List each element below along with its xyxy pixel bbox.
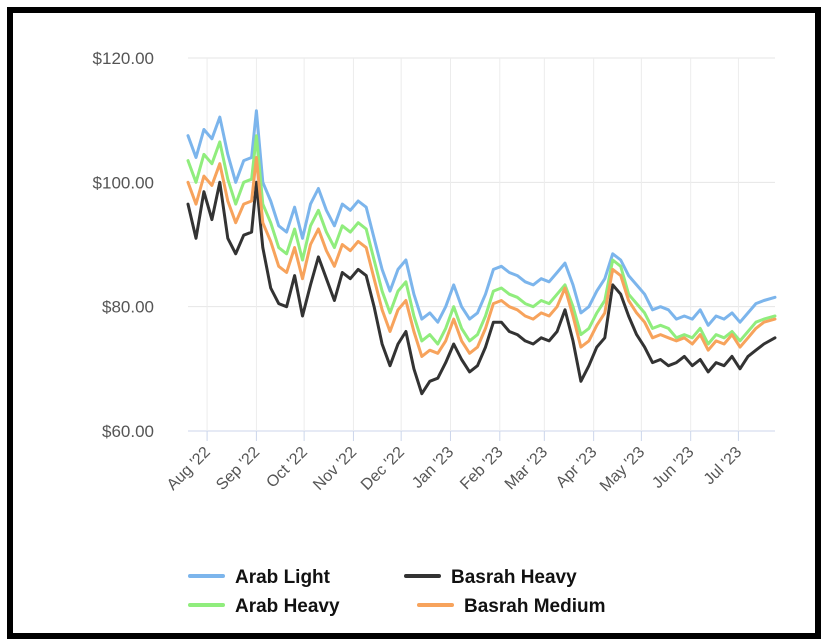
series-layer [186,109,777,396]
x-tick-label: Jan '23 [409,444,457,492]
y-axis: $60.00 $80.00 $100.00 $120.00 [93,49,154,441]
series-line-arab-heavy [186,134,777,346]
chart-frame [7,7,821,639]
legend-item-arab-light[interactable]: Arab Light [188,567,331,588]
series-line-arab-light [186,109,777,327]
legend-label: Arab Heavy [235,596,340,617]
y-tick-label: $100.00 [93,173,154,192]
y-tick-label: $120.00 [93,49,154,68]
x-tick-label: Jul '23 [701,444,745,488]
legend-item-basrah-heavy[interactable]: Basrah Heavy [404,567,577,588]
y-tick-label: $60.00 [102,422,154,441]
x-tick-label: Aug '22 [164,444,214,494]
legend: Arab Light Arab Heavy Basrah Heavy Basrah M… [188,567,605,617]
x-tick-label: Sep '22 [213,444,263,494]
x-tick-label: Dec '22 [358,444,408,494]
series-line-basrah-heavy [186,180,777,396]
x-tick-label: May '23 [597,444,648,495]
x-tick-label: Feb '23 [457,444,506,493]
legend-label: Basrah Heavy [451,567,577,588]
legend-item-arab-heavy[interactable]: Arab Heavy [188,596,340,617]
grid-layer [188,57,775,432]
x-tick-label: Mar '23 [502,444,551,493]
legend-label: Basrah Medium [464,596,605,617]
legend-label: Arab Light [235,567,331,588]
legend-item-basrah-medium[interactable]: Basrah Medium [417,596,605,617]
series-line-basrah-medium [186,156,777,358]
y-tick-label: $80.00 [102,298,154,317]
x-tick-label: Nov '22 [310,444,360,494]
x-tick-label: Oct '22 [263,444,311,492]
x-tick-label: Apr '23 [553,444,601,492]
x-tick-label: Jun '23 [649,444,697,492]
